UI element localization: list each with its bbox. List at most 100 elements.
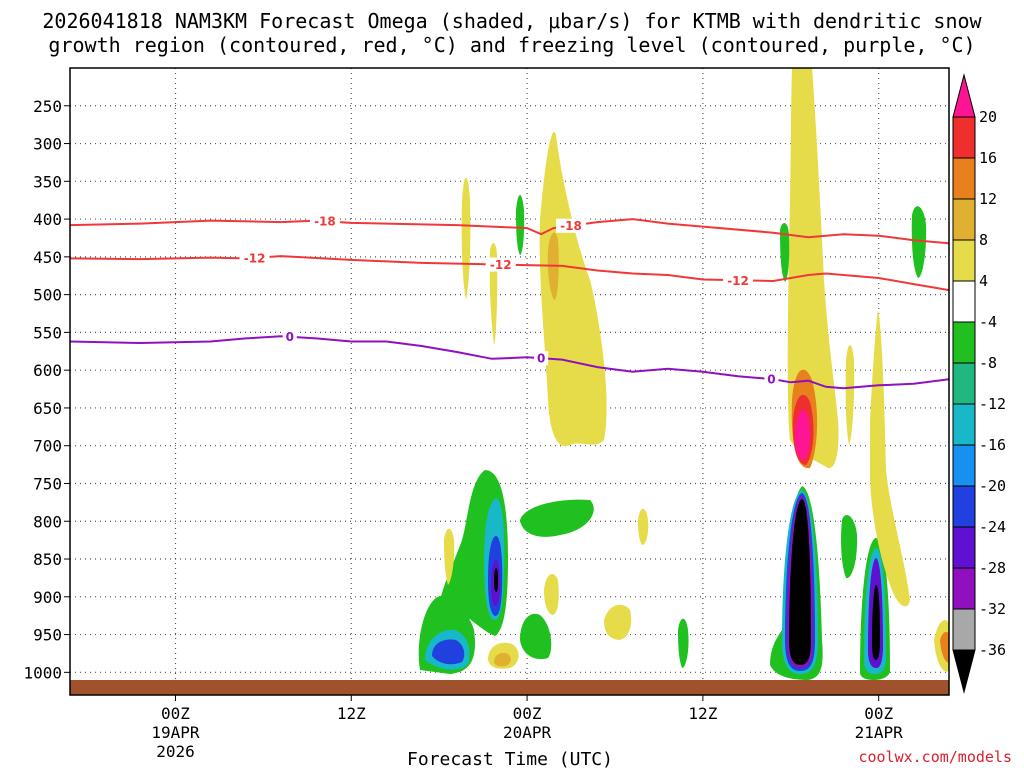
- omega-blob-black-3: [872, 585, 880, 660]
- contour-label-bg: [282, 329, 297, 344]
- x-tick-label: 19APR: [151, 723, 200, 742]
- contour-label-bg: [764, 372, 779, 387]
- chart-title-line2: growth region (contoured, red, °C) and f…: [48, 33, 975, 57]
- omega-blob-pink: [794, 409, 811, 460]
- y-tick-label: 550: [33, 323, 62, 342]
- colorbar-swatch: [952, 198, 976, 241]
- y-tick-label: 750: [33, 474, 62, 493]
- contour-label-bg: [309, 214, 340, 229]
- x-tick-label: 2026: [156, 742, 195, 761]
- omega-blob-yellow-6: [638, 508, 649, 545]
- contour-label: -18: [314, 215, 336, 229]
- y-tick-label: 950: [33, 626, 62, 645]
- watermark: coolwx.com/models: [858, 748, 1012, 766]
- contour-label-bg: [556, 218, 587, 233]
- omega-blob-green-11: [841, 515, 858, 579]
- omega-blob-green-3: [520, 613, 552, 660]
- colorbar-label: -20: [979, 477, 1006, 495]
- contour-label-bg: [485, 257, 516, 272]
- colorbar-swatch: [952, 608, 976, 651]
- colorbar-label: 12: [979, 190, 997, 208]
- omega-blob-green-6: [678, 618, 689, 668]
- colorbar: 20 16 12 8 4 -4 -8 -12 -16 -20 -24 -28 -32 -36: [952, 73, 1006, 694]
- y-tick-label: 1000: [23, 663, 62, 682]
- colorbar-label: 16: [979, 149, 997, 167]
- omega-blob-green-8: [780, 223, 790, 282]
- colorbar-label: -8: [979, 354, 997, 372]
- omega-shading: [418, 68, 949, 680]
- x-axis-label: Forecast Time (UTC): [407, 749, 613, 768]
- y-tick-label: 350: [33, 172, 62, 191]
- colorbar-swatch: [952, 239, 976, 282]
- y-tick-label: 650: [33, 399, 62, 418]
- terrain-band: [70, 680, 949, 695]
- x-tick-label: 21APR: [855, 723, 904, 742]
- x-tick-label: 12Z: [688, 704, 717, 723]
- contour-label-bg: [534, 351, 549, 366]
- x-tick-label: 00Z: [513, 704, 542, 723]
- omega-blob-orange-4: [940, 631, 949, 663]
- y-tick-label: 400: [33, 210, 62, 229]
- colorbar-swatch: [952, 116, 976, 159]
- omega-blob-yellow-5: [604, 604, 632, 640]
- omega-blob-black-2: [789, 499, 811, 665]
- contour-label: -12: [490, 258, 512, 272]
- x-tick-label: 00Z: [161, 704, 190, 723]
- omega-blob-green-4: [520, 499, 594, 537]
- colorbar-swatch: [952, 157, 976, 200]
- contour-label-bg: [239, 250, 270, 265]
- colorbar-label: 20: [979, 108, 997, 126]
- omega-blob-yellow-8: [444, 528, 455, 585]
- omega-blob-yellow-3: [461, 177, 471, 300]
- omega-blob-yellow-7: [544, 574, 559, 615]
- colorbar-bottom-arrow: [952, 649, 976, 694]
- colorbar-swatch: [952, 444, 976, 487]
- colorbar-label: -32: [979, 600, 1006, 618]
- colorbar-label: -28: [979, 559, 1006, 577]
- colorbar-label: -4: [979, 313, 997, 331]
- contour-label: 0: [767, 373, 775, 387]
- colorbar-swatch: [952, 526, 976, 569]
- colorbar-label: -24: [979, 518, 1006, 536]
- omega-blob-blue: [432, 639, 465, 665]
- x-tick-label: 00Z: [864, 704, 893, 723]
- contour-label: 0: [537, 352, 545, 366]
- chart-title-line1: 2026041818 NAM3KM Forecast Omega (shaded…: [42, 9, 982, 33]
- y-tick-label: 850: [33, 550, 62, 569]
- plot-frame: [69, 67, 950, 696]
- contour-label: -12: [727, 274, 749, 288]
- colorbar-swatch: [952, 280, 976, 323]
- y-tick-label: 450: [33, 248, 62, 267]
- omega-blob-orange: [494, 652, 511, 667]
- contour--18: [70, 218, 949, 245]
- colorbar-swatch: [952, 362, 976, 405]
- omega-blob-black: [494, 568, 498, 592]
- x-tick-label: 12Z: [337, 704, 366, 723]
- omega-blob-yellow-2: [539, 131, 607, 447]
- y-tick-label: 600: [33, 361, 62, 380]
- colorbar-swatch: [952, 403, 976, 446]
- colorbar-label: -16: [979, 436, 1006, 454]
- contour-label: -18: [560, 219, 582, 233]
- omega-blob-yellow-9: [787, 68, 839, 469]
- colorbar-swatch: [952, 321, 976, 364]
- y-tick-label: 500: [33, 286, 62, 305]
- colorbar-swatch: [952, 485, 976, 528]
- colorbar-swatch: [952, 567, 976, 610]
- x-tick-label: 20APR: [503, 723, 552, 742]
- omega-blob-yellow-10: [870, 310, 910, 607]
- omega-blob-yellow-11: [845, 345, 855, 445]
- colorbar-label: -36: [979, 641, 1006, 659]
- y-tick-label: 250: [33, 97, 62, 116]
- contour-lines: -18 -18 -12 -12 -12 0 0 0: [70, 214, 949, 390]
- y-axis: 250 300 350 400 450 500 550 600 650 700 750 800 850 9…: [23, 97, 70, 682]
- omega-blob-green-5: [516, 195, 525, 255]
- omega-blob-green-9: [911, 206, 927, 278]
- colorbar-label: 4: [979, 272, 988, 290]
- colorbar-label: -12: [979, 395, 1006, 413]
- colorbar-top-arrow: [952, 73, 976, 118]
- y-tick-label: 700: [33, 437, 62, 456]
- y-tick-label: 800: [33, 512, 62, 531]
